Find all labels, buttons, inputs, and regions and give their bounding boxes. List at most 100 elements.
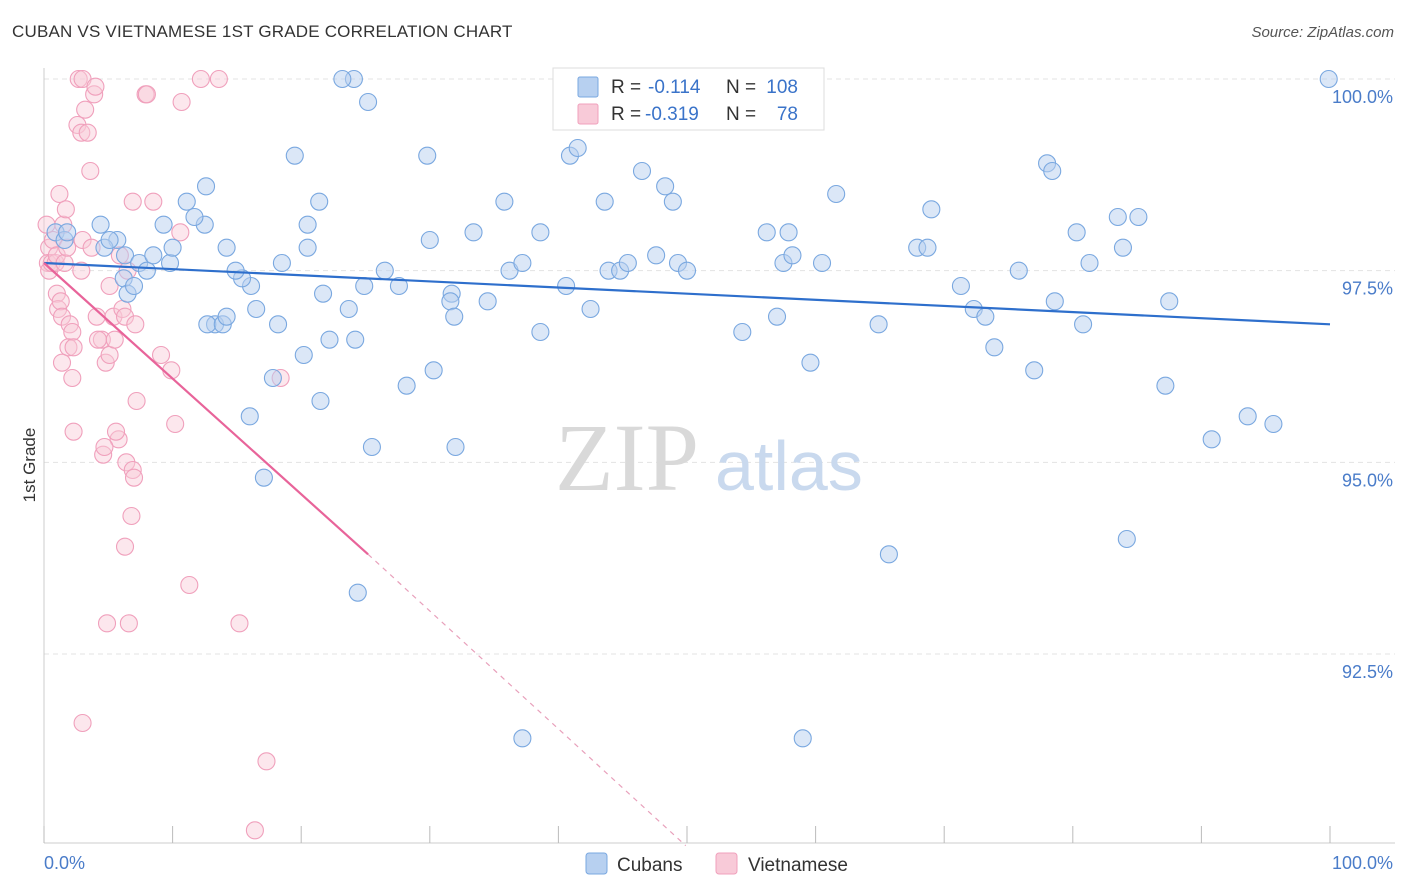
cubans-point [294,345,313,365]
y-tick-labels: 100.0% 97.5% 95.0% 92.5% [1332,87,1393,682]
cubans-point [595,192,614,211]
cubans-point [663,192,682,211]
vietnamese-point [245,821,264,840]
bottom-legend-swatch-cubans [585,852,608,875]
bottom-legend-label-vietnamese: Vietnamese [748,855,848,876]
y-tick-label: 97.5% [1342,279,1393,299]
cubans-point [389,276,408,296]
cubans-point [310,192,329,211]
legend-n-label-vietnamese: N = [726,104,756,125]
cubans-point [58,223,77,242]
cubans-point [217,238,236,257]
vietnamese-point [151,345,171,365]
watermark-zip: ZIP [555,404,699,511]
vietnamese-point [51,292,70,311]
x-tick-label-min: 0.0% [44,853,85,873]
cubans-point [375,261,394,280]
vietnamese-point [92,330,111,349]
cubans-point [314,284,333,303]
cubans-point [677,261,697,280]
watermark: ZIP atlas [555,404,863,511]
cubans-point [115,246,135,265]
vietnamese-point [85,85,104,104]
vietnamese-point [106,422,126,441]
cubans-point [918,238,937,257]
vietnamese-point [63,368,82,388]
cubans-point [124,276,144,296]
vietnamese-point [191,69,210,89]
cubans-point [163,238,182,257]
cubans-point [254,468,273,487]
cubans-point [513,729,532,748]
cubans-point [154,215,173,234]
cubans-point [1067,223,1086,242]
cubans-point [362,437,381,457]
cubans-point [951,276,970,296]
vietnamese-point [115,307,135,326]
cubans-point [298,238,317,257]
cubans-point [1108,207,1127,227]
cubans-point [247,299,266,319]
cubans-point [445,307,464,326]
trend-lines [43,261,1331,847]
vietnamese-point [59,338,78,357]
cubans-point [91,215,110,234]
legend: R = -0.114 N = 108 R = -0.319 N = 78 [552,67,825,131]
vietnamese-point [50,184,69,204]
cubans-point [1156,376,1175,395]
y-tick-label: 92.5% [1342,662,1393,682]
watermark-atlas: atlas [715,427,863,505]
cubans-point [446,437,465,457]
cubans-point [1117,529,1136,549]
vietnamese-point [122,506,141,526]
vietnamese-trend-line [43,262,369,556]
cubans-point [495,192,514,211]
cubans-point [1074,315,1093,334]
vietnamese-point [127,391,146,411]
cubans-point [333,69,352,89]
cubans-point [339,299,358,319]
cubans-point [801,353,820,372]
cubans-point [812,253,832,273]
vietnamese-point [166,414,185,434]
cubans-point [424,361,443,380]
cubans-point [1160,292,1179,311]
legend-r-label-vietnamese: R = [611,104,641,125]
cubans-points [46,69,1338,748]
cubans-point [568,138,587,158]
cubans-point [196,177,216,196]
legend-swatch-cubans [577,76,599,98]
vietnamese-point [123,192,142,211]
cubans-point [100,230,119,250]
vietnamese-point [78,123,97,142]
vietnamese-point [95,437,114,457]
cubans-point [1202,430,1221,449]
cubans-point [185,207,204,227]
cubans-point [618,253,637,273]
cubans-point [581,299,600,319]
vietnamese-point [115,537,135,556]
cubans-point [827,184,846,204]
vietnamese-point [209,69,228,89]
cubans-point [137,261,156,280]
cubans-point [464,223,483,242]
cubans-point [531,322,550,342]
cubans-point [1045,292,1064,311]
legend-n-label-cubans: N = [726,77,756,98]
cubans-point [320,330,339,349]
chart-title: CUBAN VS VIETNAMESE 1ST GRADE CORRELATIO… [12,22,513,41]
bottom-legend-label-cubans: Cubans [617,855,683,876]
cubans-point [1113,238,1133,257]
cubans-point [144,246,163,265]
cubans-point [397,376,416,395]
legend-r-label-cubans: R = [611,77,641,98]
vietnamese-point [81,161,100,181]
cubans-point [311,391,330,411]
vietnamese-point [88,330,108,349]
vietnamese-point [94,445,113,464]
vietnamese-trend-extension [367,553,687,847]
cubans-point [359,92,378,112]
cubans-point [1238,407,1257,426]
cubans-point [647,246,666,265]
